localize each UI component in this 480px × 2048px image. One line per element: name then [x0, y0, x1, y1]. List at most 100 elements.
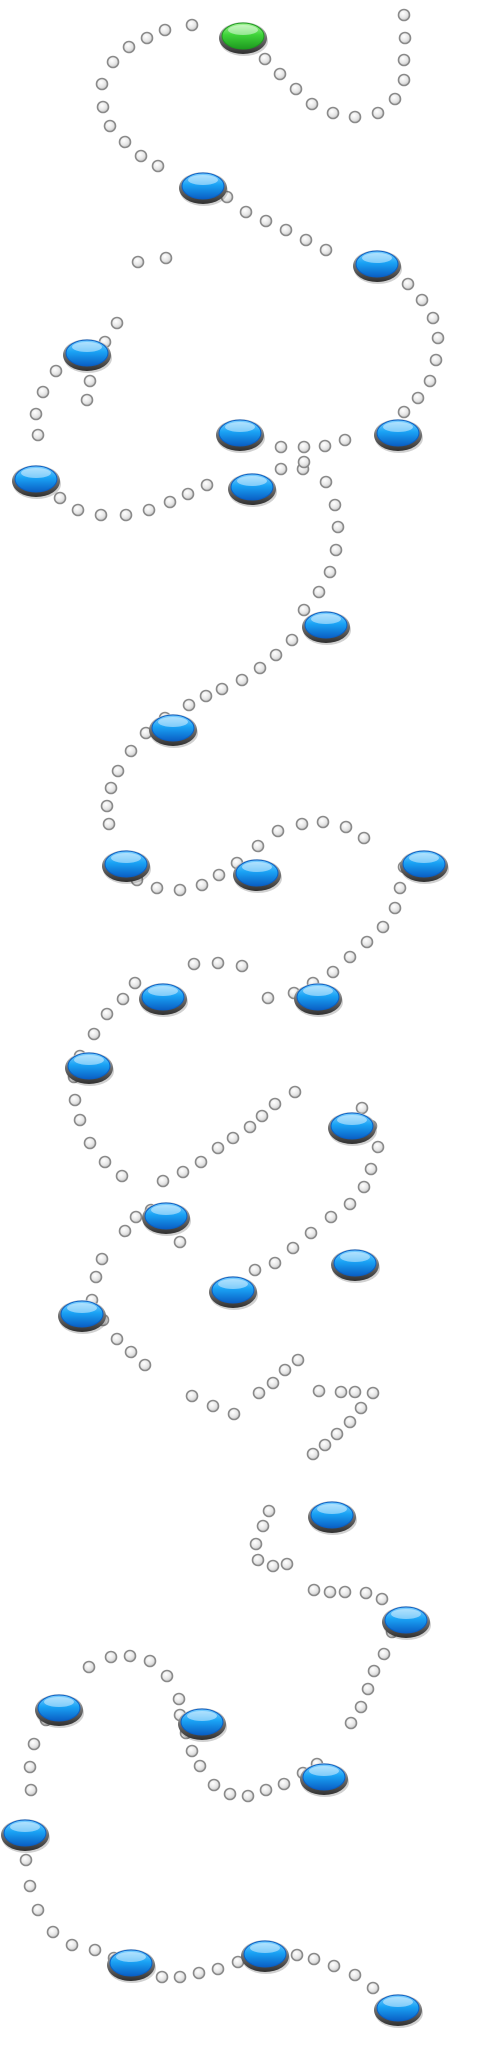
path-dot-icon-87 — [150, 881, 164, 895]
blue-level-button-icon — [296, 983, 340, 1011]
path-dot-icon-37 — [411, 391, 425, 405]
path-dot-icon-212 — [65, 1938, 79, 1952]
path-dot-icon-190 — [259, 1783, 273, 1797]
level-button-7[interactable] — [12, 465, 61, 499]
path-dot-icon-194 — [193, 1759, 207, 1773]
blue-level-button-icon — [376, 1994, 420, 2022]
path-dot-icon-222 — [307, 1952, 321, 1966]
level-button-11[interactable] — [102, 850, 151, 884]
path-dot-icon-68 — [329, 543, 343, 557]
path-dot-icon-131 — [355, 1101, 369, 1115]
path-dot-icon-34 — [431, 331, 445, 345]
path-dot-icon-65 — [319, 475, 333, 489]
path-dot-icon-209 — [23, 1879, 37, 1893]
path-dot-icon-147 — [95, 1252, 109, 1266]
level-button-29[interactable] — [241, 1940, 290, 1974]
path-dot-icon-92 — [251, 839, 265, 853]
level-button-19[interactable] — [331, 1249, 380, 1283]
path-dot-icon-51 — [80, 393, 94, 407]
path-dot-icon-26 — [259, 214, 273, 228]
path-dot-icon-19 — [96, 100, 110, 114]
level-button-30[interactable] — [374, 1994, 423, 2028]
path-dot-icon-4 — [397, 73, 411, 87]
path-dot-icon-85 — [102, 817, 116, 831]
path-dot-icon-221 — [290, 1948, 304, 1962]
level-button-10[interactable] — [149, 714, 198, 748]
path-dot-icon-1 — [397, 8, 411, 22]
path-dot-icon-152 — [124, 1345, 138, 1359]
path-dot-icon-70 — [312, 585, 326, 599]
level-button-28[interactable] — [107, 1949, 156, 1983]
path-dot-icon-11 — [273, 67, 287, 81]
path-dot-icon-164 — [366, 1386, 380, 1400]
path-dot-icon-23 — [151, 159, 165, 173]
path-dot-icon-191 — [241, 1789, 255, 1803]
level-button-15[interactable] — [294, 983, 343, 1017]
path-dot-icon-53 — [36, 385, 50, 399]
blue-level-button-icon — [67, 1052, 111, 1080]
path-dot-icon-93 — [271, 824, 285, 838]
level-button-20[interactable] — [58, 1300, 107, 1334]
path-dot-icon-16 — [122, 40, 136, 54]
path-dot-icon-173 — [251, 1553, 265, 1567]
path-dot-icon-127 — [243, 1120, 257, 1134]
path-dot-icon-168 — [318, 1438, 332, 1452]
path-dot-icon-110 — [187, 957, 201, 971]
path-dot-icon-25 — [239, 205, 253, 219]
path-dot-icon-75 — [235, 673, 249, 687]
level-button-8[interactable] — [228, 473, 277, 507]
level-button-17[interactable] — [328, 1112, 377, 1146]
path-dot-icon-88 — [173, 883, 187, 897]
level-button-18[interactable] — [142, 1202, 191, 1236]
level-button-22[interactable] — [308, 1501, 357, 1535]
path-dot-icon-33 — [426, 311, 440, 325]
level-button-4[interactable] — [63, 339, 112, 373]
path-dot-icon-3 — [397, 53, 411, 67]
path-dot-icon-200 — [143, 1654, 157, 1668]
level-button-26[interactable] — [300, 1763, 349, 1797]
path-dot-icon-207 — [24, 1783, 38, 1797]
path-dots-layer — [19, 8, 445, 1995]
path-dot-icon-21 — [118, 135, 132, 149]
level-button-5[interactable] — [216, 419, 265, 453]
blue-level-button-icon — [37, 1694, 81, 1722]
level-button-24[interactable] — [35, 1694, 84, 1728]
path-dot-icon-108 — [235, 959, 249, 973]
path-dot-icon-182 — [377, 1647, 391, 1661]
path-dot-icon-27 — [279, 223, 293, 237]
level-button-25[interactable] — [178, 1708, 227, 1742]
level-button-27[interactable] — [1, 1819, 50, 1853]
path-dot-icon-225 — [366, 1981, 380, 1995]
path-dot-icon-122 — [156, 1174, 170, 1188]
level-button-9[interactable] — [302, 611, 351, 645]
path-dot-icon-177 — [323, 1585, 337, 1599]
level-button-3[interactable] — [353, 250, 402, 284]
path-dot-icon-63 — [200, 478, 214, 492]
level-button-16[interactable] — [65, 1052, 114, 1086]
path-dot-icon-178 — [338, 1585, 352, 1599]
level-button-6[interactable] — [374, 419, 423, 453]
level-button-12[interactable] — [233, 859, 282, 893]
path-dot-icon-66 — [328, 498, 342, 512]
path-dot-icon-61 — [163, 495, 177, 509]
path-dot-icon-192 — [223, 1787, 237, 1801]
blue-level-button-icon — [181, 172, 225, 200]
path-dot-icon-43 — [274, 462, 288, 476]
current-level-button-1[interactable] — [219, 22, 268, 56]
path-dot-icon-2 — [398, 31, 412, 45]
level-button-14[interactable] — [139, 983, 188, 1017]
level-button-13[interactable] — [400, 850, 449, 884]
path-dot-icon-89 — [195, 878, 209, 892]
level-button-21[interactable] — [209, 1276, 258, 1310]
path-dot-icon-15 — [140, 31, 154, 45]
level-button-2[interactable] — [179, 172, 228, 206]
path-dot-icon-213 — [88, 1943, 102, 1957]
path-dot-icon-146 — [118, 1224, 132, 1238]
blue-level-button-icon — [65, 339, 109, 367]
path-dot-icon-137 — [324, 1210, 338, 1224]
level-button-23[interactable] — [382, 1606, 431, 1640]
path-dot-icon-90 — [212, 868, 226, 882]
path-dot-icon-160 — [291, 1353, 305, 1367]
path-dot-icon-101 — [376, 920, 390, 934]
blue-level-button-icon — [243, 1940, 287, 1968]
